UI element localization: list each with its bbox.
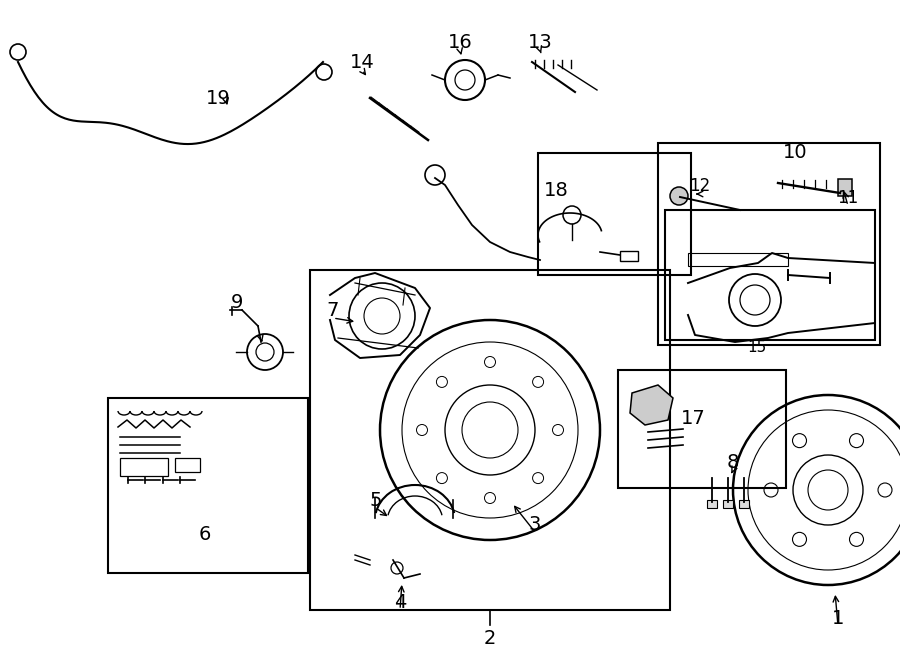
Bar — [310, 270, 670, 610]
Text: 17: 17 — [680, 408, 706, 428]
Text: 12: 12 — [689, 177, 711, 195]
Text: 3: 3 — [529, 514, 541, 533]
Text: 6: 6 — [199, 525, 212, 545]
Text: 15: 15 — [747, 340, 767, 356]
Text: 5: 5 — [370, 490, 382, 510]
Bar — [665, 210, 875, 340]
Bar — [108, 398, 308, 573]
Text: 18: 18 — [544, 180, 569, 200]
Bar — [175, 458, 200, 472]
Text: 11: 11 — [837, 189, 859, 207]
Text: 2: 2 — [484, 629, 496, 648]
Bar — [838, 179, 852, 196]
Bar — [538, 153, 691, 275]
Text: 16: 16 — [447, 32, 473, 52]
Bar — [658, 143, 880, 345]
Bar — [618, 370, 786, 488]
Text: 7: 7 — [327, 301, 339, 319]
Text: 1: 1 — [832, 609, 844, 627]
Polygon shape — [630, 385, 673, 425]
Bar — [707, 500, 717, 508]
Text: 4: 4 — [394, 592, 406, 611]
Bar — [688, 253, 788, 266]
Text: 19: 19 — [205, 89, 230, 108]
Text: 9: 9 — [230, 293, 243, 313]
Bar — [620, 251, 638, 261]
Bar — [120, 458, 168, 476]
Text: 10: 10 — [783, 143, 807, 163]
Bar — [723, 500, 733, 508]
Text: 14: 14 — [349, 52, 374, 71]
Bar — [739, 500, 749, 508]
Text: 8: 8 — [727, 453, 739, 471]
Circle shape — [670, 187, 688, 205]
Text: 13: 13 — [527, 32, 553, 52]
